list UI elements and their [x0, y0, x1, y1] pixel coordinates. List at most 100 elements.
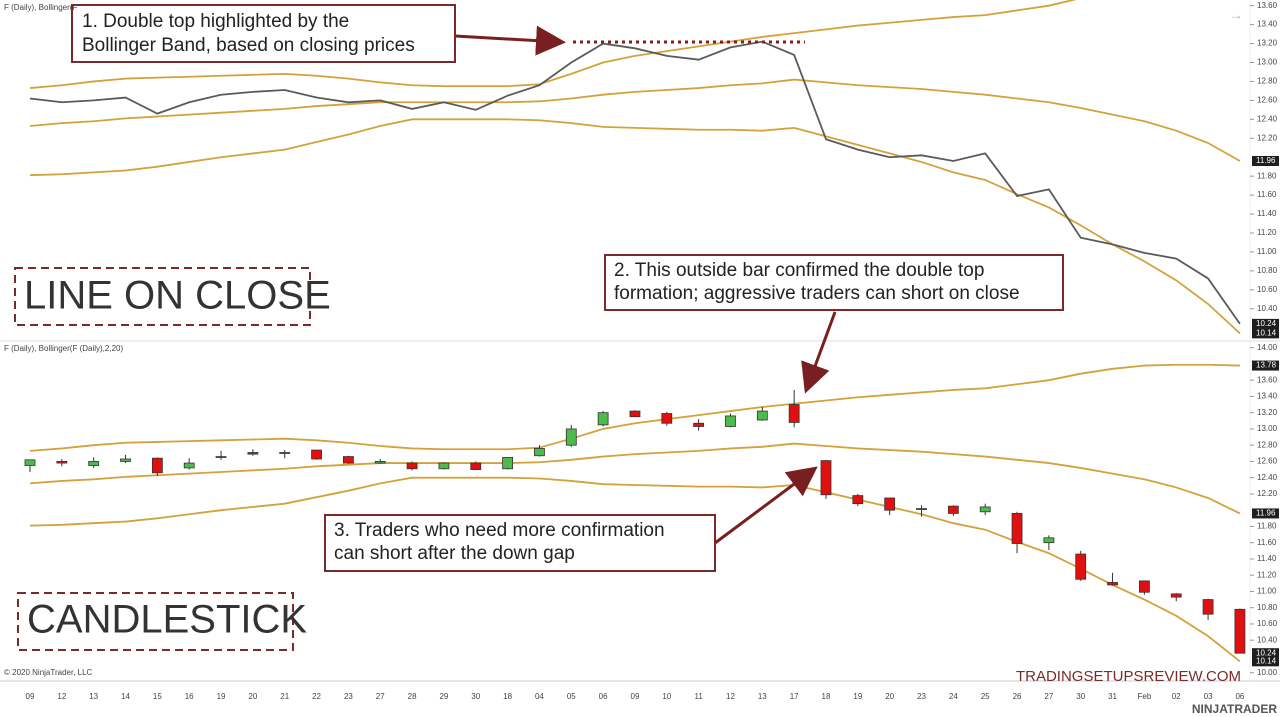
plot-area: [29, 0, 1241, 335]
candle-body: [502, 456, 514, 470]
x-tick-label: 24: [949, 692, 958, 701]
candle-body: [1202, 599, 1214, 615]
y-tick-label: 10.60: [1257, 619, 1278, 628]
annotation-text: formation; aggressive traders can short …: [614, 283, 1020, 304]
last-value-label: 10.14: [1256, 656, 1277, 665]
x-tick-label: Feb: [1138, 692, 1152, 701]
candle-body: [597, 412, 609, 426]
bollinger-band: [29, 442, 1241, 515]
x-tick-label: 20: [885, 692, 894, 701]
y-tick-label: 13.00: [1257, 424, 1278, 433]
y-tick-label: 13.60: [1257, 1, 1278, 10]
x-tick-label: 26: [1013, 692, 1022, 701]
x-tick-label: 13: [758, 692, 767, 701]
y-tick-label: 13.20: [1257, 39, 1278, 48]
y-tick-label: 12.80: [1257, 440, 1278, 449]
panel-header: F (Daily), Bollinger(F: [4, 3, 77, 12]
last-value-label: 13.78: [1256, 361, 1277, 370]
x-tick-label: 15: [153, 692, 162, 701]
y-tick-label: 11.20: [1257, 228, 1277, 237]
last-value-label: 10.24: [1256, 319, 1277, 328]
x-tick-label: 18: [822, 692, 831, 701]
annotation-box: [324, 514, 716, 572]
bollinger-band: [29, 78, 1241, 162]
candle-body: [88, 461, 100, 466]
bollinger-band: [29, 363, 1240, 452]
candle-body: [565, 428, 577, 446]
y-tick-label: 10.80: [1257, 266, 1278, 275]
y-tick-label: 10.40: [1257, 635, 1278, 644]
candle-body: [24, 459, 36, 466]
candle-body: [693, 422, 705, 427]
x-tick-label: 30: [471, 692, 480, 701]
annotation-box: [71, 4, 456, 63]
x-tick-label: 12: [726, 692, 735, 701]
bollinger-band: [29, 476, 1241, 663]
y-tick-label: 10.80: [1257, 603, 1278, 612]
candle-body: [534, 448, 545, 457]
y-tick-label: 12.40: [1257, 114, 1278, 123]
last-value-label: 11.96: [1256, 156, 1276, 165]
candle-body: [661, 413, 673, 424]
x-tick-label: 14: [121, 692, 130, 701]
x-tick-label: 22: [312, 692, 321, 701]
y-tick-label: 11.80: [1257, 171, 1277, 180]
x-tick-label: 25: [981, 692, 990, 701]
candle-body: [1011, 513, 1023, 544]
candle-body: [1075, 553, 1087, 580]
candle-body: [438, 462, 450, 470]
x-tick-label: 04: [535, 692, 544, 701]
x-tick-label: 06: [1235, 692, 1244, 701]
last-value-marker: [1252, 508, 1279, 519]
y-tick-label: 12.80: [1257, 77, 1278, 86]
x-tick-label: 10: [662, 692, 671, 701]
candle-body: [279, 452, 291, 454]
price-line: [29, 40, 1241, 325]
x-tick-label: 12: [57, 692, 66, 701]
x-tick-label: 30: [1076, 692, 1085, 701]
y-tick-label: 11.60: [1257, 538, 1277, 547]
arrow: [801, 311, 837, 394]
bollinger-band: [29, 118, 1241, 335]
x-tick-label: 20: [248, 692, 257, 701]
annotation-text: 2. This outside bar confirmed the double…: [614, 260, 984, 281]
arrow: [454, 25, 566, 56]
y-tick-label: 11.20: [1257, 570, 1277, 579]
y-tick-label: 13.20: [1257, 408, 1278, 417]
y-tick-label: 11.60: [1257, 190, 1277, 199]
panel-label-box: [17, 592, 294, 651]
x-tick-label: 27: [1044, 692, 1053, 701]
x-tick-label: 06: [599, 692, 608, 701]
panel-label: CANDLESTICK: [27, 598, 307, 642]
x-tick-label: 17: [790, 692, 799, 701]
y-tick-label: 14.00: [1257, 343, 1278, 352]
x-tick-label: 03: [1204, 692, 1213, 701]
last-value-marker: [1252, 328, 1279, 339]
last-value-marker: [1252, 648, 1279, 659]
candle-body: [852, 495, 864, 505]
y-tick-label: 11.00: [1257, 247, 1277, 256]
arrow: [714, 466, 818, 545]
last-value-label: 11.96: [1256, 509, 1276, 518]
last-value-marker: [1252, 360, 1279, 371]
candle-body: [374, 461, 386, 464]
nav-arrow[interactable]: →: [1229, 7, 1243, 23]
candle-body: [788, 404, 800, 423]
site-watermark: TRADINGSETUPSREVIEW.COM: [1016, 668, 1241, 685]
candle-body: [916, 508, 927, 510]
x-tick-label: 13: [89, 692, 98, 701]
candle-body: [151, 457, 163, 474]
candle-body: [1139, 580, 1150, 593]
candle-body: [247, 452, 259, 455]
candle-body: [820, 460, 832, 496]
candle-body: [1170, 593, 1182, 598]
bollinger-band: [29, 0, 1077, 89]
panel-label: LINE ON CLOSE: [24, 274, 331, 318]
last-value-marker: [1252, 318, 1279, 329]
annotation-text: 3. Traders who need more confirmation: [334, 520, 665, 541]
candle-body: [311, 449, 322, 460]
last-value-marker: [1252, 156, 1279, 167]
copyright: © 2020 NinjaTrader, LLC: [4, 668, 93, 677]
y-tick-label: 12.20: [1257, 489, 1278, 498]
